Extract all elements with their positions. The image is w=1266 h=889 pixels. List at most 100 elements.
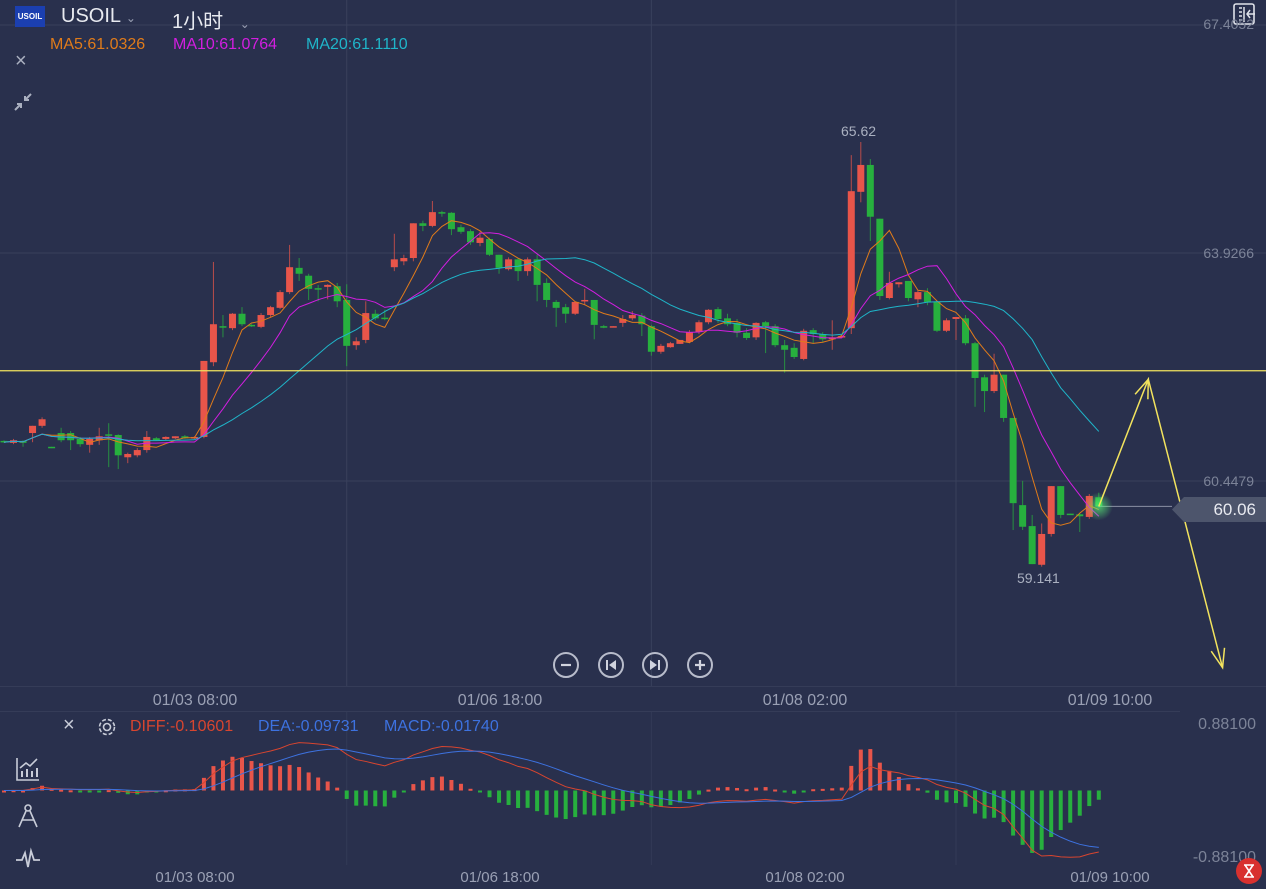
- macd-histogram-bar: [525, 790, 530, 808]
- macd-histogram-bar: [439, 776, 444, 791]
- macd-histogram-bar: [849, 765, 854, 791]
- plus-icon: [695, 660, 705, 670]
- candle-body: [486, 239, 494, 255]
- candle-body: [619, 318, 627, 323]
- candle-body: [676, 339, 684, 344]
- macd-histogram-bar: [335, 787, 340, 791]
- symbol-selector[interactable]: USOIL ⌄: [61, 5, 136, 28]
- candle-body: [923, 292, 931, 302]
- macd-histogram-bar: [963, 790, 968, 807]
- candle-body: [1076, 514, 1084, 517]
- macd-panel: [2, 742, 1101, 858]
- macd-histogram-bar: [716, 787, 720, 791]
- step-back-button[interactable]: [598, 652, 624, 678]
- macd-histogram-bar: [306, 772, 311, 791]
- macd-histogram-bar: [2, 790, 6, 793]
- macd-histogram-bar: [792, 790, 797, 794]
- x-tick: 01/06 18:00: [457, 692, 543, 709]
- price-tick: 63.9266: [1203, 245, 1254, 261]
- close-indicator-icon[interactable]: ×: [15, 50, 27, 72]
- indicator-icon[interactable]: [14, 755, 42, 783]
- macd-histogram-bar: [744, 789, 749, 792]
- current-price-tag: 60.06: [1172, 497, 1266, 522]
- candle-body: [286, 267, 294, 293]
- candle-body: [914, 292, 922, 300]
- zoom-in-button[interactable]: [687, 652, 713, 678]
- macd-histogram-bar: [382, 790, 387, 807]
- macd-histogram-bar: [325, 781, 330, 791]
- candle-body: [857, 164, 865, 192]
- candle-body: [600, 326, 608, 328]
- macd-histogram-bar: [982, 790, 987, 819]
- macd-histogram-bar: [1030, 790, 1035, 853]
- candle-body: [248, 324, 256, 327]
- macd-histogram-bar: [611, 790, 616, 814]
- symbol-name: USOIL: [61, 5, 121, 27]
- macd-axis-max: 0.88100: [1198, 716, 1256, 733]
- price-axis-toggle-icon[interactable]: [1233, 3, 1257, 25]
- macd-histogram-bar: [601, 790, 606, 816]
- macd-histogram-bar: [754, 787, 759, 791]
- candle-body: [219, 326, 227, 328]
- macd-histogram-bar: [344, 790, 349, 799]
- candle-body: [838, 336, 846, 338]
- trend-arrow-path: [1098, 376, 1224, 668]
- macd-histogram-bar: [21, 790, 26, 793]
- macd-histogram-bar: [649, 790, 654, 808]
- macd-histogram-bar: [106, 790, 111, 793]
- candle-body: [333, 286, 341, 302]
- candle-body: [228, 313, 236, 329]
- macd-histogram-bar: [858, 749, 863, 791]
- timeframe-selector[interactable]: 1小时 ⌄: [172, 5, 250, 34]
- close-macd-icon[interactable]: ×: [63, 714, 75, 736]
- candle-body: [76, 438, 84, 445]
- macd-histogram-bar: [430, 777, 435, 791]
- candle-body: [276, 292, 284, 308]
- candle-body: [581, 299, 589, 302]
- candle-body: [609, 326, 617, 328]
- candle-body: [162, 436, 170, 439]
- x-tick: 01/08 02:00: [762, 692, 848, 709]
- ma10-line: [3, 232, 1100, 517]
- macd-histogram-bar: [220, 760, 225, 791]
- fullscreen-icon[interactable]: [1236, 858, 1262, 884]
- macd-histogram-bar: [934, 790, 939, 800]
- chevron-down-icon: ⌄: [239, 17, 250, 31]
- macd-histogram-bar: [78, 790, 83, 793]
- gear-icon[interactable]: [96, 716, 118, 738]
- macd-histogram-bar: [468, 788, 473, 791]
- drawing-tool-icon[interactable]: [14, 802, 42, 830]
- macd-histogram-bar: [1039, 790, 1044, 850]
- macd-label: MACD:-0.01740: [384, 718, 499, 735]
- macd-histogram-bar: [915, 788, 920, 791]
- collapse-icon[interactable]: [12, 92, 34, 112]
- step-forward-button[interactable]: [642, 652, 668, 678]
- macd-histogram-bar: [725, 787, 730, 791]
- candle-body: [1038, 533, 1046, 565]
- candle-body: [524, 259, 532, 272]
- candle-body: [133, 450, 141, 456]
- pulse-icon[interactable]: [14, 845, 42, 873]
- candle-body: [267, 307, 275, 316]
- macd-histogram-bar: [582, 790, 587, 815]
- candle-body: [743, 332, 751, 338]
- candle-body: [543, 282, 551, 300]
- zoom-out-button[interactable]: [553, 652, 579, 678]
- candle-body: [904, 280, 912, 299]
- macd-histogram-bar: [944, 790, 949, 803]
- candle-body: [324, 284, 332, 287]
- candle-body: [962, 318, 970, 344]
- macd-histogram-bar: [554, 790, 559, 818]
- macd-histogram-bar: [297, 767, 302, 791]
- candle-body: [152, 438, 160, 441]
- skip-back-icon: [606, 660, 616, 670]
- macd-histogram-bar: [506, 790, 511, 805]
- candle-body: [400, 258, 408, 262]
- macd-histogram-bar: [497, 790, 502, 803]
- macd-histogram-bar: [354, 790, 359, 806]
- candle-body: [933, 301, 941, 331]
- candle-body: [457, 227, 465, 232]
- dea-line: [3, 748, 1099, 848]
- macd-histogram-bar: [1011, 790, 1016, 836]
